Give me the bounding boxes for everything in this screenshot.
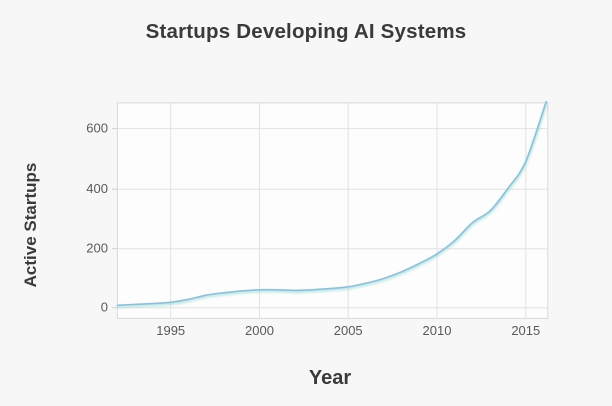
svg-text:200: 200	[86, 241, 108, 256]
svg-text:400: 400	[86, 181, 108, 196]
svg-text:2005: 2005	[334, 323, 363, 338]
svg-text:2010: 2010	[423, 323, 452, 338]
svg-text:1995: 1995	[156, 323, 185, 338]
svg-text:2015: 2015	[511, 323, 540, 338]
svg-text:0: 0	[101, 300, 108, 315]
svg-text:600: 600	[86, 121, 108, 136]
svg-text:2000: 2000	[245, 323, 274, 338]
